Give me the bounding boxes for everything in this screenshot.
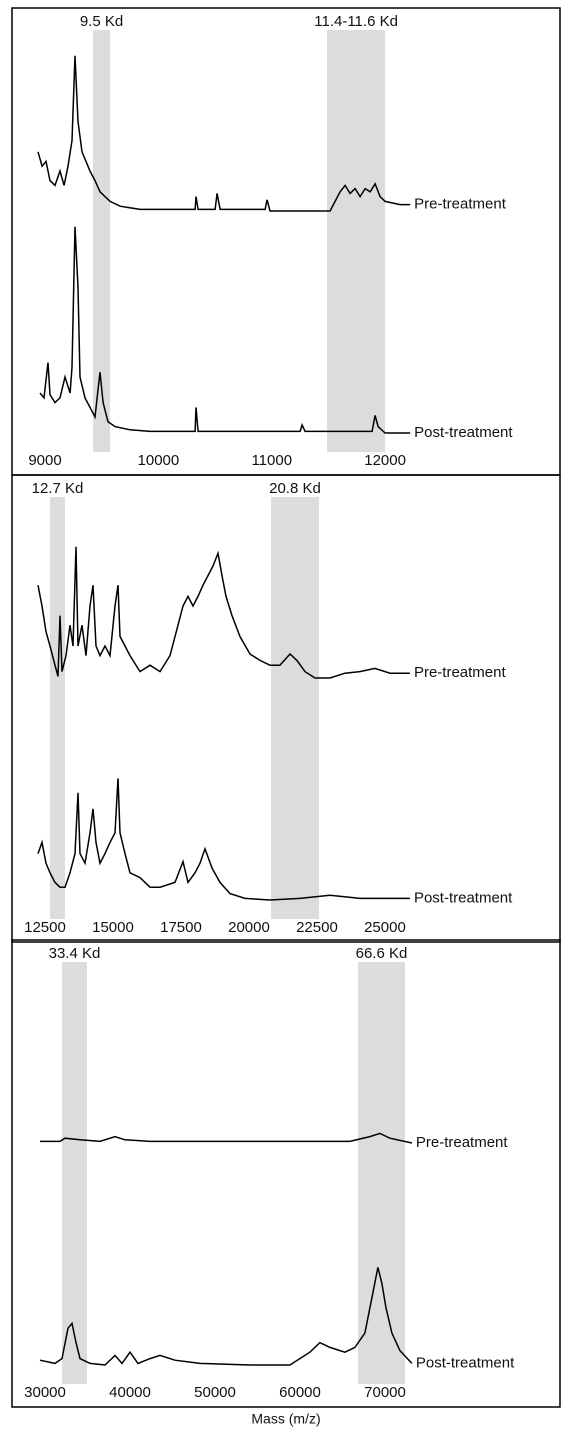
x-tick-label: 12500 xyxy=(24,919,66,936)
band-label: 11.4-11.6 Kd xyxy=(314,13,398,30)
x-tick-label: 17500 xyxy=(160,919,202,936)
highlight-band xyxy=(357,962,405,1384)
band-label: 9.5 Kd xyxy=(80,13,123,30)
highlight-band xyxy=(327,30,386,452)
x-tick-label: 22500 xyxy=(296,919,338,936)
highlight-band xyxy=(270,497,319,919)
band-label: 33.4 Kd xyxy=(49,945,101,962)
x-tick-label: 40000 xyxy=(109,1384,151,1401)
x-tick-label: 10000 xyxy=(138,452,180,469)
series-label: Post-treatment xyxy=(414,424,513,441)
band-label: 20.8 Kd xyxy=(269,480,321,497)
x-tick-label: 11000 xyxy=(251,452,292,469)
band-label: 12.7 Kd xyxy=(32,480,84,497)
panel-frame xyxy=(11,939,561,1408)
spectrum-line xyxy=(40,1132,413,1144)
series-label: Pre-treatment xyxy=(416,1134,509,1151)
highlight-band xyxy=(50,497,65,919)
x-tick-label: 25000 xyxy=(364,919,406,936)
spectrum-line xyxy=(37,546,410,679)
series-label: Post-treatment xyxy=(416,1354,515,1371)
highlight-band xyxy=(93,30,111,452)
series-label: Pre-treatment xyxy=(414,196,507,213)
x-tick-label: 20000 xyxy=(228,919,270,936)
x-tick-label: 60000 xyxy=(279,1384,321,1401)
panel-frame xyxy=(11,474,561,943)
band-label: 66.6 Kd xyxy=(356,945,408,962)
x-axis-title: Mass (m/z) xyxy=(251,1411,320,1427)
x-tick-label: 50000 xyxy=(194,1384,236,1401)
highlight-band xyxy=(62,962,87,1384)
spectrum-line xyxy=(37,55,411,212)
spectrum-line xyxy=(37,778,410,901)
spectrum-line xyxy=(39,226,411,434)
series-label: Post-treatment xyxy=(414,889,513,906)
x-tick-label: 70000 xyxy=(364,1384,406,1401)
series-label: Pre-treatment xyxy=(414,664,507,681)
x-tick-label: 30000 xyxy=(24,1384,66,1401)
spectrum-line xyxy=(39,1267,413,1366)
x-tick-label: 9000 xyxy=(28,452,61,469)
x-tick-label: 12000 xyxy=(364,452,406,469)
x-tick-label: 15000 xyxy=(92,919,134,936)
